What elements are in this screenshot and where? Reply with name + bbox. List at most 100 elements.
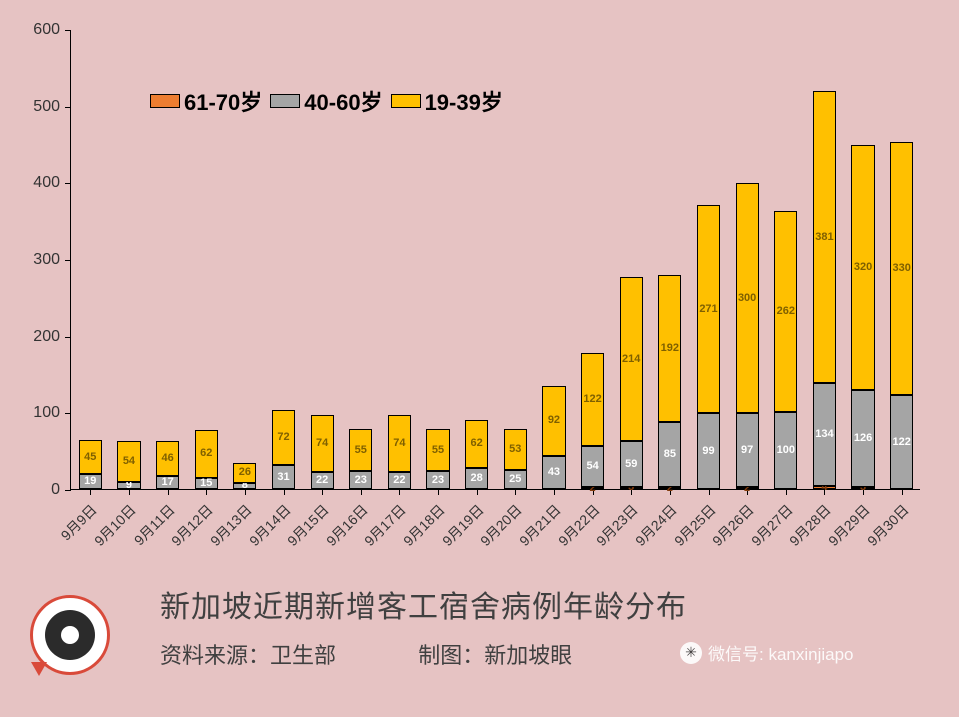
x-tick-label: 9月28日: [785, 500, 835, 550]
bar-value-label: 45: [84, 452, 96, 463]
bar-segment: 330: [890, 142, 913, 395]
bar-segment: 19: [79, 474, 102, 489]
bar-value-label: 22: [316, 475, 328, 486]
x-tick-label: 9月14日: [244, 500, 294, 550]
bar-segment: 97: [736, 413, 759, 487]
bar-value-label: 320: [854, 262, 872, 273]
bar-value-label: 23: [355, 475, 367, 486]
bar-segment: 25: [504, 470, 527, 489]
source-value: 卫生部: [270, 643, 336, 668]
logo-eye-icon: [45, 610, 95, 660]
bar-segment: 214: [620, 277, 643, 441]
logo-watermark: [30, 595, 110, 675]
bar-value-label: 62: [200, 448, 212, 459]
bar-segment: 320: [851, 145, 874, 390]
bar-segment: 92: [542, 386, 565, 457]
x-tick-label: 9月23日: [592, 500, 642, 550]
bar-segment: 55: [426, 429, 449, 471]
x-tick-label: 9月24日: [631, 500, 681, 550]
bar-segment: 74: [388, 415, 411, 472]
bar-value-label: 97: [741, 445, 753, 456]
x-tick-label: 9月26日: [708, 500, 758, 550]
author-label: 制图：: [418, 643, 484, 668]
bar-segment: 126: [851, 390, 874, 487]
bar-segment: 271: [697, 205, 720, 413]
bar-value-label: 262: [777, 306, 795, 317]
bar-value-label: 214: [622, 354, 640, 365]
bar-segment: 3: [851, 487, 874, 489]
bar-value-label: 126: [854, 433, 872, 444]
bar-segment: 22: [311, 472, 334, 489]
x-tick-label: 9月30日: [862, 500, 912, 550]
bar-segment: 134: [813, 383, 836, 486]
chart-container: 61-70岁40-60岁19-39岁 194595417461562826317…: [0, 0, 959, 717]
bar-segment: 43: [542, 456, 565, 489]
bar-value-label: 271: [699, 304, 717, 315]
y-tick-label: 0: [15, 481, 60, 499]
bar-value-label: 46: [161, 453, 173, 464]
x-tick-label: 9月21日: [515, 500, 565, 550]
source-label: 资料来源：: [160, 643, 270, 668]
wechat-watermark: ✳ 微信号: kanxinjiapo: [680, 640, 854, 665]
bar-value-label: 43: [548, 467, 560, 478]
chart-title: 新加坡近期新增客工宿舍病例年龄分布: [160, 582, 687, 626]
x-tick-label: 9月10日: [90, 500, 140, 550]
bar-segment: 262: [774, 211, 797, 412]
bar-value-label: 55: [355, 445, 367, 456]
wechat-icon: ✳: [680, 642, 702, 664]
x-tick-label: 9月17日: [360, 500, 410, 550]
bar-value-label: 300: [738, 293, 756, 304]
bar-value-label: 31: [277, 472, 289, 483]
bar-segment: 192: [658, 275, 681, 422]
bar-value-label: 15: [200, 478, 212, 489]
bar-segment: 54: [581, 446, 604, 487]
bar-value-label: 122: [892, 437, 910, 448]
bar-segment: 54: [117, 441, 140, 482]
bar-segment: 74: [311, 415, 334, 472]
bar-value-label: 99: [702, 446, 714, 457]
bar-segment: 15: [195, 478, 218, 490]
x-tick-label: 9月11日: [129, 500, 179, 550]
bar-value-label: 53: [509, 444, 521, 455]
bar-segment: 45: [79, 440, 102, 475]
bar-value-label: 74: [393, 438, 405, 449]
bar-segment: 300: [736, 183, 759, 413]
bar-value-label: 28: [471, 473, 483, 484]
bar-segment: 22: [388, 472, 411, 489]
bar-value-label: 62: [471, 438, 483, 449]
bar-value-label: 85: [664, 449, 676, 460]
bar-value-label: 122: [583, 394, 601, 405]
bar-value-label: 17: [161, 477, 173, 488]
bar-segment: 59: [620, 441, 643, 486]
x-tick-label: 9月12日: [167, 500, 217, 550]
bar-value-label: 72: [277, 432, 289, 443]
bar-value-label: 19: [84, 476, 96, 487]
bar-value-label: 74: [316, 438, 328, 449]
bar-value-label: 92: [548, 415, 560, 426]
x-tick-label: 9月22日: [553, 500, 603, 550]
y-tick-label: 500: [15, 98, 60, 116]
x-tick-label: 9月29日: [824, 500, 874, 550]
bar-segment: 381: [813, 91, 836, 383]
bar-value-label: 134: [815, 429, 833, 440]
bar-segment: 100: [774, 412, 797, 489]
bar-segment: 72: [272, 410, 295, 465]
bar-segment: 31: [272, 465, 295, 489]
bar-value-label: 192: [661, 343, 679, 354]
bar-value-label: 26: [239, 467, 251, 478]
bar-segment: 53: [504, 429, 527, 470]
bar-segment: 46: [156, 441, 179, 476]
x-tick-label: 9月20日: [476, 500, 526, 550]
x-tick-label: 9月15日: [283, 500, 333, 550]
bar-segment: 85: [658, 422, 681, 487]
bar-segment: 28: [465, 468, 488, 489]
bar-value-label: 100: [777, 445, 795, 456]
x-tick-label: 9月13日: [206, 500, 256, 550]
bar-segment: 23: [349, 471, 372, 489]
bar-value-label: 25: [509, 474, 521, 485]
bar-segment: 55: [349, 429, 372, 471]
x-tick-label: 9月16日: [321, 500, 371, 550]
bar-value-label: 54: [586, 461, 598, 472]
bar-segment: 99: [697, 413, 720, 489]
plot-area: 1945954174615628263172227423552274235528…: [70, 30, 920, 490]
